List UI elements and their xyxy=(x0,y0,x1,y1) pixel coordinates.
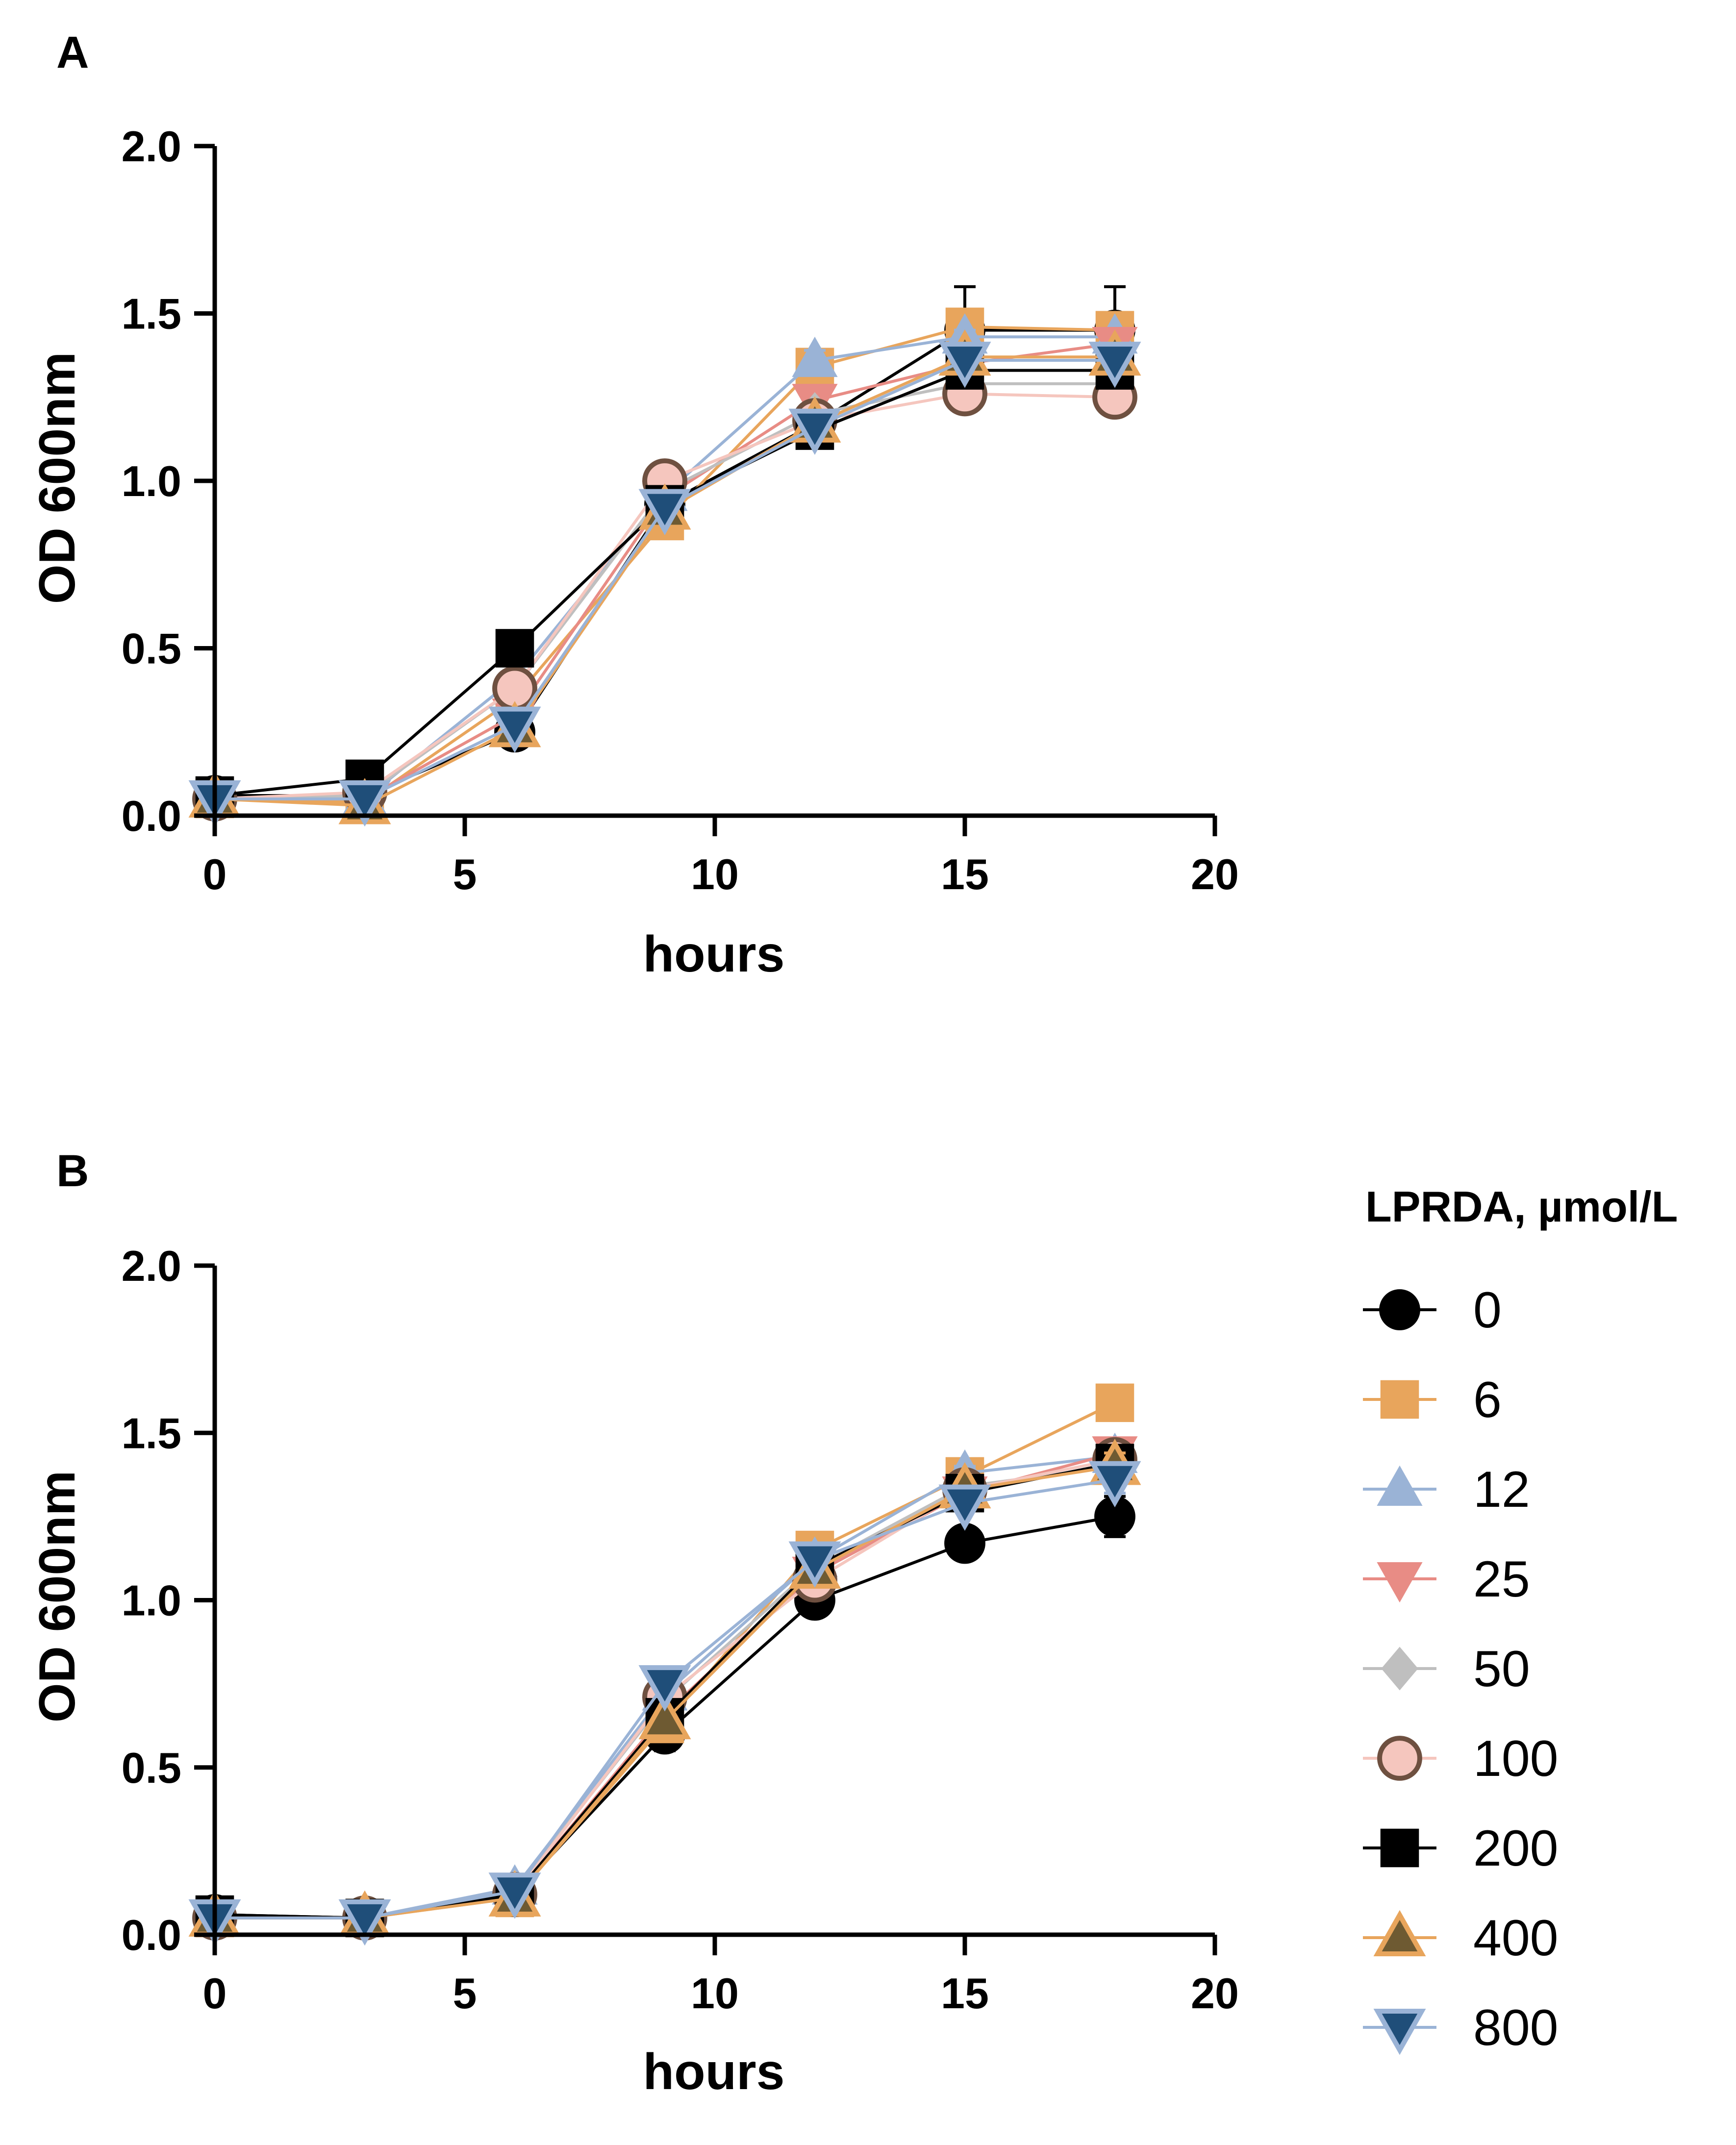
legend-entry-25: 25 xyxy=(1363,1551,1530,1608)
panel-b: B 0 5 10 15 20 0.0 0.5 1.0 1.5 2.0 hours OD 600nm xyxy=(29,1146,1239,2100)
legend-items: 0 6 12 25 50 100 200 400 800 xyxy=(1363,1282,1559,2056)
data-point-800-3 xyxy=(338,1899,391,1946)
x-tick-label: 0 xyxy=(203,850,227,898)
x-tick-label: 5 xyxy=(453,850,477,898)
x-tick-label: 20 xyxy=(1191,1969,1239,2018)
data-point-800-18 xyxy=(1088,1461,1141,1508)
legend-label: 12 xyxy=(1473,1461,1530,1518)
data-point-12-12 xyxy=(792,336,838,377)
legend-entry-200: 200 xyxy=(1363,1820,1559,1877)
legend-marker-50 xyxy=(1381,1646,1418,1691)
legend-entry-100: 100 xyxy=(1363,1730,1559,1787)
legend-entry-12: 12 xyxy=(1363,1461,1530,1518)
data-point-800-3 xyxy=(338,780,391,827)
x-tick-label: 15 xyxy=(941,1969,989,2018)
legend-label: 100 xyxy=(1473,1730,1559,1787)
y-tick-label: 0.0 xyxy=(122,1911,181,1959)
data-point-800-12 xyxy=(788,408,841,455)
legend-entry-400: 400 xyxy=(1363,1910,1559,1967)
x-tick-label: 10 xyxy=(691,1969,739,2018)
data-point-800-12 xyxy=(788,1541,841,1588)
legend: LPRDA, µmol/L 0 6 12 25 50 100 200 400 800 xyxy=(1363,1182,1678,2056)
y-tick-label: 2.0 xyxy=(122,122,181,171)
legend-label: 6 xyxy=(1473,1372,1502,1428)
y-tick-label: 0.5 xyxy=(122,1744,181,1792)
data-point-400-9 xyxy=(638,1693,691,1740)
legend-entry-800: 800 xyxy=(1363,1999,1559,2056)
legend-marker-6 xyxy=(1380,1380,1419,1419)
legend-entry-50: 50 xyxy=(1363,1641,1530,1697)
y-tick-label: 1.5 xyxy=(122,1409,181,1457)
legend-entry-6: 6 xyxy=(1363,1372,1502,1428)
y-axis-label-b: OD 600nm xyxy=(29,1471,86,1722)
legend-marker-0 xyxy=(1379,1289,1420,1330)
data-point-800-18 xyxy=(1088,342,1141,388)
y-tick-label: 1.5 xyxy=(122,290,181,338)
data-point-800-15 xyxy=(938,1484,991,1531)
legend-label: 800 xyxy=(1473,1999,1559,2056)
legend-marker-12 xyxy=(1377,1465,1423,1506)
data-point-200-6 xyxy=(495,629,534,668)
axes-a: 0 5 10 15 20 0.0 0.5 1.0 1.5 2.0 xyxy=(122,122,1239,898)
legend-label: 25 xyxy=(1473,1551,1530,1608)
panel-label-a: A xyxy=(56,27,89,77)
legend-marker-25 xyxy=(1377,1562,1423,1603)
data-point-800-6 xyxy=(488,706,541,753)
y-axis-label-a: OD 600nm xyxy=(29,352,86,604)
data-point-800-6 xyxy=(488,1872,541,1919)
legend-label: 200 xyxy=(1473,1820,1559,1877)
legend-label: 0 xyxy=(1473,1282,1502,1339)
x-tick-label: 0 xyxy=(203,1969,227,2018)
data-point-800-9 xyxy=(638,489,691,535)
x-axis-label-b: hours xyxy=(643,2044,785,2100)
plot-area-b xyxy=(188,1383,1141,1946)
legend-title: LPRDA, µmol/L xyxy=(1365,1182,1678,1231)
x-tick-label: 5 xyxy=(453,1969,477,2018)
legend-marker-100 xyxy=(1377,1736,1422,1781)
x-tick-label: 10 xyxy=(691,850,739,898)
legend-marker-200 xyxy=(1380,1828,1419,1868)
x-tick-label: 20 xyxy=(1191,850,1239,898)
panel-label-b: B xyxy=(56,1146,89,1196)
x-axis-label-a: hours xyxy=(643,926,785,983)
panel-a: A 0 5 10 15 20 0.0 0.5 1.0 1.5 2.0 hours OD 600nm xyxy=(29,27,1239,983)
y-tick-label: 0.0 xyxy=(122,792,181,840)
x-tick-label: 15 xyxy=(941,850,989,898)
y-tick-label: 1.0 xyxy=(122,457,181,505)
data-point-800-15 xyxy=(938,342,991,388)
data-point-6-18 xyxy=(1095,1383,1134,1422)
y-tick-label: 0.5 xyxy=(122,624,181,673)
legend-marker-400 xyxy=(1373,1910,1426,1956)
legend-marker-800 xyxy=(1373,2009,1426,2055)
y-tick-label: 1.0 xyxy=(122,1576,181,1625)
y-tick-label: 2.0 xyxy=(122,1242,181,1290)
legend-label: 400 xyxy=(1473,1910,1559,1967)
data-point-800-9 xyxy=(638,1665,691,1712)
legend-entry-0: 0 xyxy=(1363,1282,1502,1339)
axes-b: 0 5 10 15 20 0.0 0.5 1.0 1.5 2.0 xyxy=(122,1242,1239,2018)
legend-label: 50 xyxy=(1473,1641,1530,1697)
